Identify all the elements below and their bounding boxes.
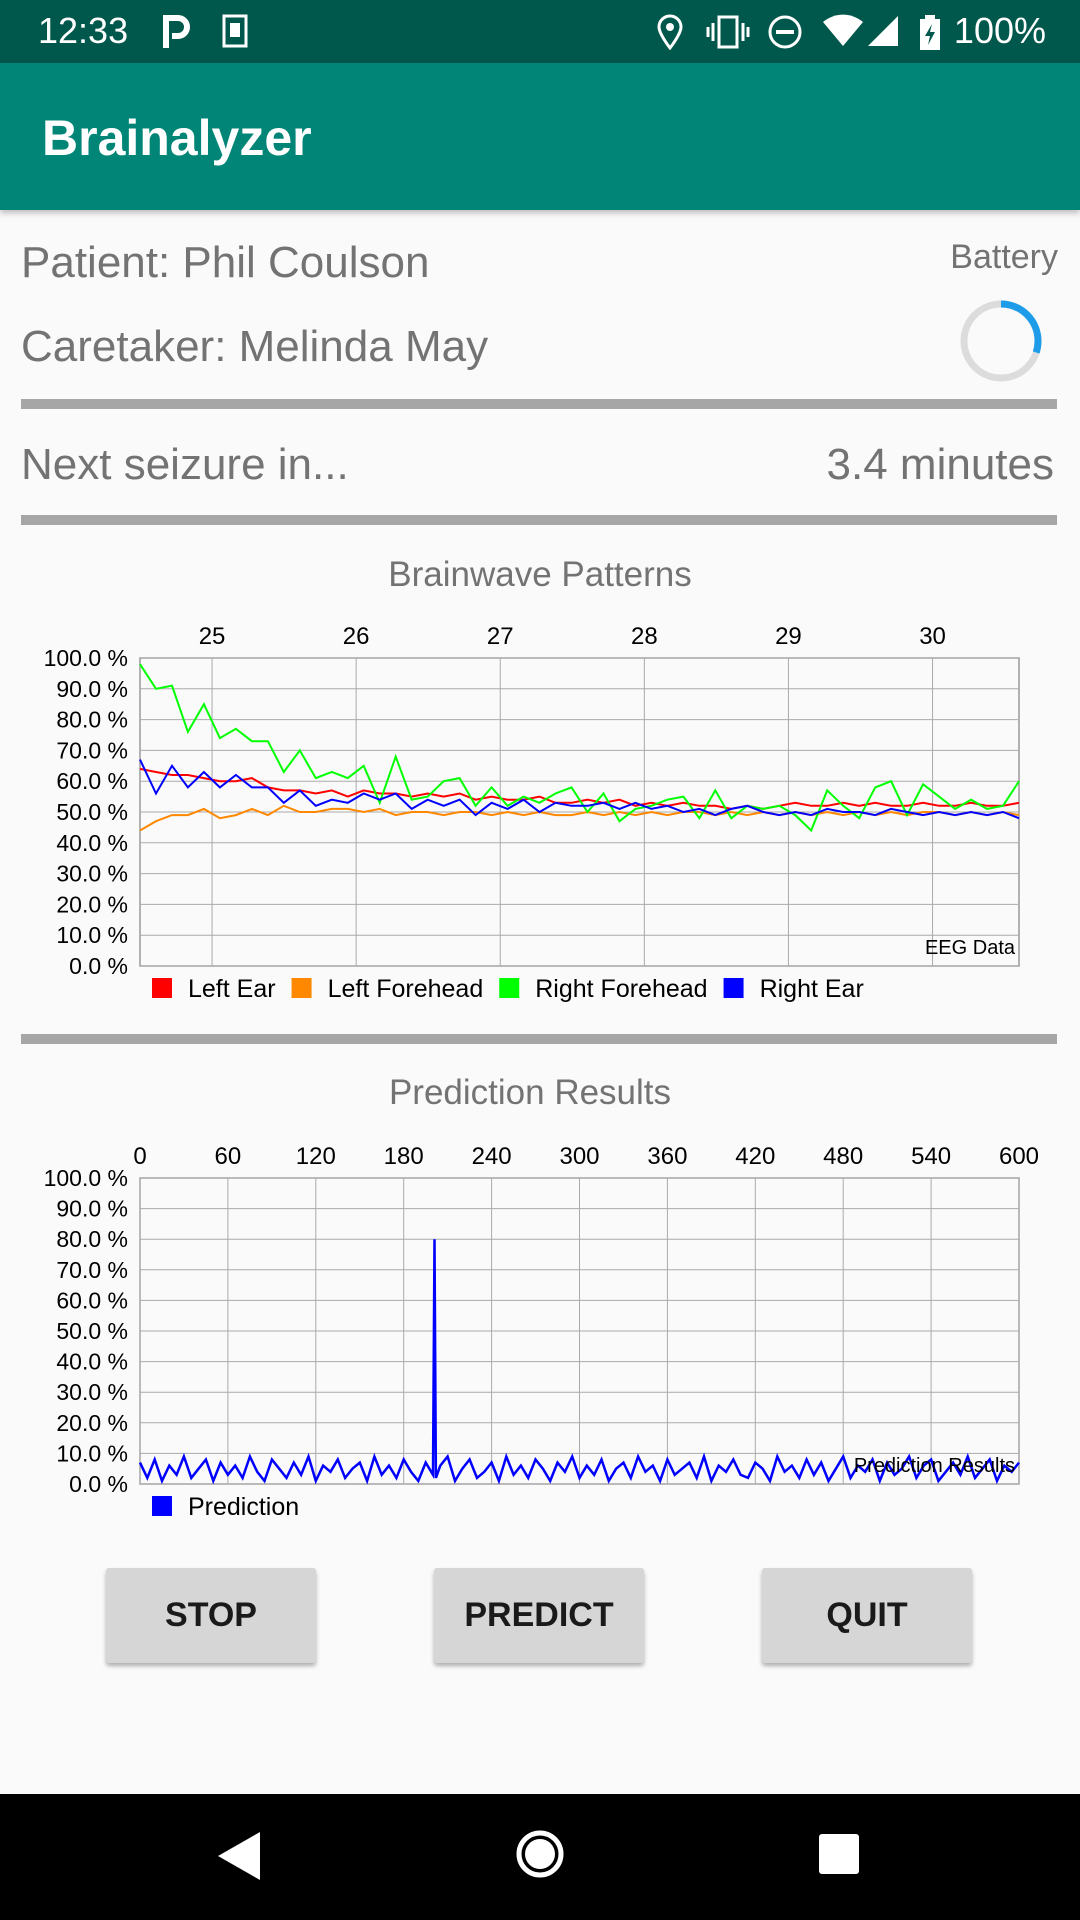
brainwave-chart-title: Brainwave Patterns	[388, 555, 692, 594]
home-icon[interactable]	[514, 1828, 566, 1880]
y-tick-label: 10.0 %	[56, 922, 128, 948]
legend-swatch	[723, 978, 744, 998]
x-tick-label: 0	[133, 1143, 146, 1170]
x-tick-label: 120	[296, 1143, 336, 1170]
quit-button[interactable]: QUIT	[762, 1568, 972, 1663]
x-tick-label: 180	[384, 1143, 424, 1170]
y-tick-label: 30.0 %	[56, 861, 128, 887]
y-tick-label: 80.0 %	[56, 1226, 128, 1252]
y-tick-label: 60.0 %	[56, 768, 128, 794]
legend-label: Left Forehead	[328, 975, 484, 1003]
y-tick-label: 60.0 %	[56, 1287, 128, 1313]
x-tick-label: 240	[472, 1143, 512, 1170]
x-tick-label: 300	[559, 1143, 599, 1170]
next-seizure-value: 3.4 minutes	[826, 440, 1054, 489]
prediction-chart-title: Prediction Results	[388, 1073, 672, 1112]
location-icon	[657, 14, 683, 50]
wifi-icon	[823, 14, 863, 46]
predict-button[interactable]: PREDICT	[434, 1568, 644, 1663]
series-line-left-ear	[139, 767, 1020, 810]
y-tick-label: 50.0 %	[56, 1318, 128, 1344]
y-tick-label: 100.0 %	[44, 645, 128, 671]
legend-label: Prediction	[188, 1493, 299, 1521]
y-tick-label: 90.0 %	[56, 676, 128, 702]
battery-label: Battery	[950, 238, 1058, 276]
x-tick-label: 30	[919, 623, 946, 650]
legend-swatch	[152, 1496, 172, 1516]
y-tick-label: 20.0 %	[56, 891, 128, 917]
series-line-right-forehead	[139, 663, 1020, 833]
prediction-chart: 100.0 % 90.0 % 80.0 % 70.0 % 60.0 % 50.0 % 40.…	[44, 1143, 1039, 1521]
app-bar: Brainalyzer	[0, 63, 1080, 210]
do-not-disturb-icon	[768, 15, 802, 49]
y-tick-label: 70.0 %	[56, 737, 128, 763]
legend-swatch	[152, 978, 172, 998]
battery-charging-icon	[920, 15, 940, 50]
status-bar: 12:33 100%	[0, 0, 1080, 63]
brainwave-chart: 100.0 % 90.0 % 80.0 % 70.0 % 60.0 % 50.0 % 40.…	[44, 623, 1020, 1003]
x-tick-label: 60	[215, 1143, 242, 1170]
divider	[21, 515, 1057, 525]
back-icon[interactable]	[214, 1830, 264, 1882]
y-tick-label: 10.0 %	[56, 1440, 128, 1466]
caretaker-label: Caretaker: Melinda May	[21, 322, 489, 371]
legend-label: Right Ear	[760, 975, 864, 1003]
chart-description: Prediction Results	[854, 1455, 1015, 1477]
x-tick-label: 26	[343, 623, 370, 650]
x-tick-label: 540	[911, 1143, 951, 1170]
y-tick-label: 30.0 %	[56, 1379, 128, 1405]
x-tick-label: 480	[823, 1143, 863, 1170]
divider	[21, 399, 1057, 409]
x-tick-label: 28	[631, 623, 658, 650]
x-tick-label: 27	[487, 623, 514, 650]
y-tick-label: 80.0 %	[56, 707, 128, 733]
x-tick-label: 360	[647, 1143, 687, 1170]
series-line-prediction	[138, 1239, 1020, 1485]
navigation-bar	[0, 1794, 1080, 1920]
battery-percent: 100%	[953, 10, 1046, 51]
y-tick-label: 20.0 %	[56, 1410, 128, 1436]
vibrate-icon	[706, 15, 750, 49]
signal-icon	[868, 16, 898, 46]
y-tick-label: 50.0 %	[56, 799, 128, 825]
sim-card-icon	[222, 14, 248, 48]
status-time: 12:33	[38, 10, 129, 51]
divider	[21, 1034, 1057, 1044]
x-tick-label: 420	[735, 1143, 775, 1170]
x-tick-label: 29	[775, 623, 802, 650]
y-tick-label: 0.0 %	[69, 953, 128, 979]
y-tick-label: 40.0 %	[56, 1349, 128, 1375]
parking-icon	[163, 15, 190, 48]
y-tick-label: 90.0 %	[56, 1196, 128, 1222]
chart-description: EEG Data	[925, 937, 1016, 959]
legend-label: Left Ear	[188, 975, 276, 1003]
app-title: Brainalyzer	[42, 110, 312, 166]
next-seizure-label: Next seizure in...	[21, 440, 349, 489]
legend-swatch	[499, 978, 520, 998]
series-line-right-ear	[139, 759, 1020, 820]
recents-icon[interactable]	[817, 1832, 861, 1876]
x-tick-label: 600	[999, 1143, 1039, 1170]
patient-label: Patient: Phil Coulson	[21, 238, 430, 287]
y-tick-label: 70.0 %	[56, 1257, 128, 1283]
x-tick-label: 25	[199, 623, 226, 650]
stop-button[interactable]: STOP	[106, 1568, 316, 1663]
y-tick-label: 100.0 %	[44, 1165, 128, 1191]
y-tick-label: 0.0 %	[69, 1471, 128, 1497]
legend-label: Right Forehead	[535, 975, 707, 1003]
battery-progress-ring	[960, 300, 1042, 382]
legend-swatch	[291, 978, 312, 998]
y-tick-label: 40.0 %	[56, 830, 128, 856]
